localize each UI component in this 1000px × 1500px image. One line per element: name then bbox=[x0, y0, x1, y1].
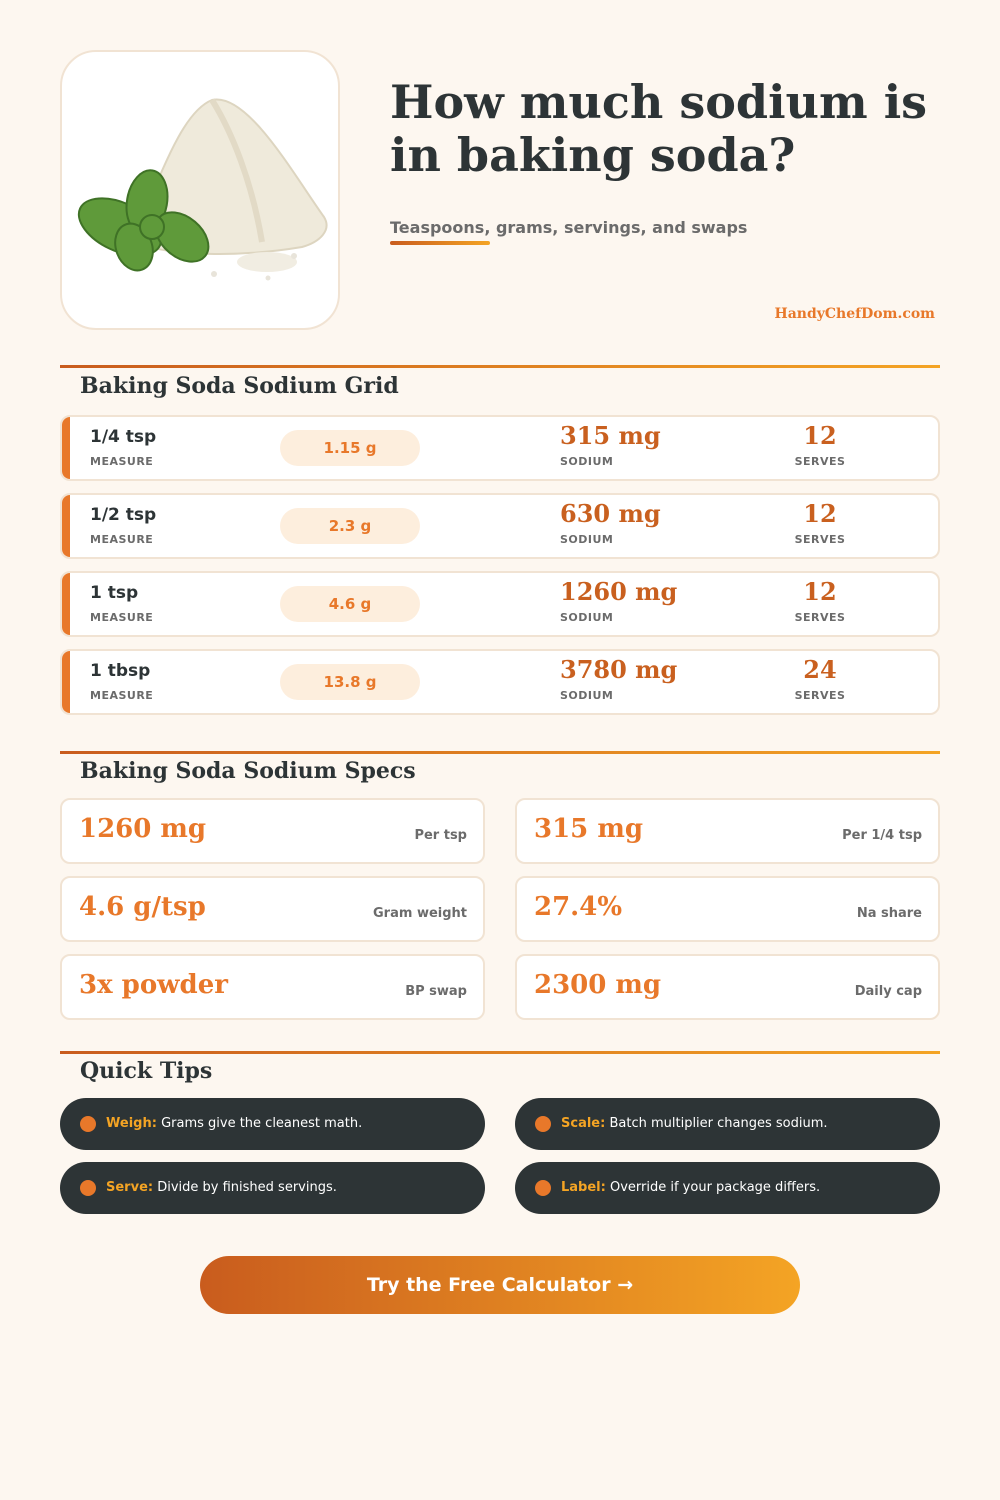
measure-label: MEASURE bbox=[90, 455, 154, 468]
tip: Serve: Divide by finished servings. bbox=[60, 1162, 485, 1214]
spec-label: Gram weight bbox=[373, 906, 467, 921]
section-rule bbox=[60, 365, 940, 368]
spec-card: 315 mg Per 1/4 tsp bbox=[515, 798, 940, 864]
tip-dot bbox=[80, 1180, 96, 1196]
measure: 1/2 tsp bbox=[90, 505, 157, 525]
brand: HandyChefDom.com bbox=[774, 306, 936, 322]
illustration bbox=[77, 98, 328, 281]
spec-value: 4.6 g/tsp bbox=[79, 892, 206, 922]
tip-dot bbox=[535, 1180, 551, 1196]
row-accent bbox=[62, 417, 70, 479]
section-heading: Baking Soda Sodium Grid bbox=[80, 373, 399, 399]
section-rule bbox=[60, 1051, 940, 1054]
serves-label: SERVES bbox=[794, 455, 846, 468]
spec-label: Per tsp bbox=[414, 828, 467, 843]
tip: Weigh: Grams give the cleanest math. bbox=[60, 1098, 485, 1150]
spec-card: 2300 mg Daily cap bbox=[515, 954, 940, 1020]
tip-text: Grams give the cleanest math. bbox=[161, 1116, 363, 1131]
spec-value: 315 mg bbox=[534, 814, 644, 844]
spec-label: BP swap bbox=[405, 984, 467, 999]
sodium-label: SODIUM bbox=[560, 689, 614, 702]
serves-label: SERVES bbox=[794, 611, 846, 624]
spec-card: 4.6 g/tsp Gram weight bbox=[60, 876, 485, 942]
row-accent bbox=[62, 573, 70, 635]
tip-label: Weigh: bbox=[106, 1116, 157, 1131]
tip-label: Serve: bbox=[106, 1180, 154, 1195]
tip-label: Label: bbox=[561, 1180, 606, 1195]
grams-pill: 1.15 g bbox=[280, 430, 420, 466]
section-rule bbox=[60, 751, 940, 754]
serves: 12 bbox=[803, 577, 837, 606]
title: How much sodium is in baking soda? bbox=[390, 75, 928, 182]
spec-card: 1260 mg Per tsp bbox=[60, 798, 485, 864]
subtitle-underline bbox=[390, 241, 490, 245]
row-accent bbox=[62, 651, 70, 713]
image-card bbox=[60, 50, 340, 330]
grid-row: 1/2 tsp MEASURE 2.3 g 630 mg SODIUM 12 SERVES bbox=[60, 493, 940, 559]
sodium-label: SODIUM bbox=[560, 611, 614, 624]
measure: 1 tbsp bbox=[90, 661, 151, 681]
sodium: 1260 mg bbox=[560, 577, 678, 606]
spec-value: 2300 mg bbox=[534, 970, 662, 1000]
spec-label: Daily cap bbox=[854, 984, 922, 999]
spec-value: 27.4% bbox=[534, 892, 623, 922]
cta-button[interactable]: Try the Free Calculator → bbox=[200, 1256, 800, 1314]
serves: 24 bbox=[803, 655, 837, 684]
tip: Label: Override if your package differs. bbox=[515, 1162, 940, 1214]
spec-value: 3x powder bbox=[79, 970, 228, 1000]
sodium: 630 mg bbox=[560, 499, 661, 528]
measure-label: MEASURE bbox=[90, 533, 154, 546]
grid-row: 1/4 tsp MEASURE 1.15 g 315 mg SODIUM 12 SERVES bbox=[60, 415, 940, 481]
spec-value: 1260 mg bbox=[79, 814, 207, 844]
row-accent bbox=[62, 495, 70, 557]
grams-pill: 4.6 g bbox=[280, 586, 420, 622]
tip-dot bbox=[535, 1116, 551, 1132]
subtitle: Teaspoons, grams, servings, and swaps bbox=[390, 218, 748, 237]
spec-label: Na share bbox=[856, 906, 922, 921]
serves-label: SERVES bbox=[794, 689, 846, 702]
serves-label: SERVES bbox=[794, 533, 846, 546]
tip-dot bbox=[80, 1116, 96, 1132]
grams-pill: 2.3 g bbox=[280, 508, 420, 544]
sodium: 315 mg bbox=[560, 421, 661, 450]
grid-row: 1 tbsp MEASURE 13.8 g 3780 mg SODIUM 24 SERVES bbox=[60, 649, 940, 715]
measure-label: MEASURE bbox=[90, 611, 154, 624]
spec-card: 3x powder BP swap bbox=[60, 954, 485, 1020]
measure: 1/4 tsp bbox=[90, 427, 157, 447]
measure-label: MEASURE bbox=[90, 689, 154, 702]
tip-text: Batch multiplier changes sodium. bbox=[609, 1116, 828, 1131]
serves: 12 bbox=[803, 421, 837, 450]
tip-text: Override if your package differs. bbox=[609, 1180, 821, 1195]
tip-text: Divide by finished servings. bbox=[157, 1180, 337, 1195]
sodium-label: SODIUM bbox=[560, 533, 614, 546]
section-heading: Baking Soda Sodium Specs bbox=[80, 758, 416, 784]
tip-label: Scale: bbox=[561, 1116, 606, 1131]
serves: 12 bbox=[803, 499, 837, 528]
measure: 1 tsp bbox=[90, 583, 139, 603]
sodium-label: SODIUM bbox=[560, 455, 614, 468]
sodium: 3780 mg bbox=[560, 655, 678, 684]
grid-row: 1 tsp MEASURE 4.6 g 1260 mg SODIUM 12 SERVES bbox=[60, 571, 940, 637]
spec-label: Per 1/4 tsp bbox=[842, 828, 922, 843]
tip: Scale: Batch multiplier changes sodium. bbox=[515, 1098, 940, 1150]
grams-pill: 13.8 g bbox=[280, 664, 420, 700]
spec-card: 27.4% Na share bbox=[515, 876, 940, 942]
section-heading: Quick Tips bbox=[80, 1058, 213, 1084]
